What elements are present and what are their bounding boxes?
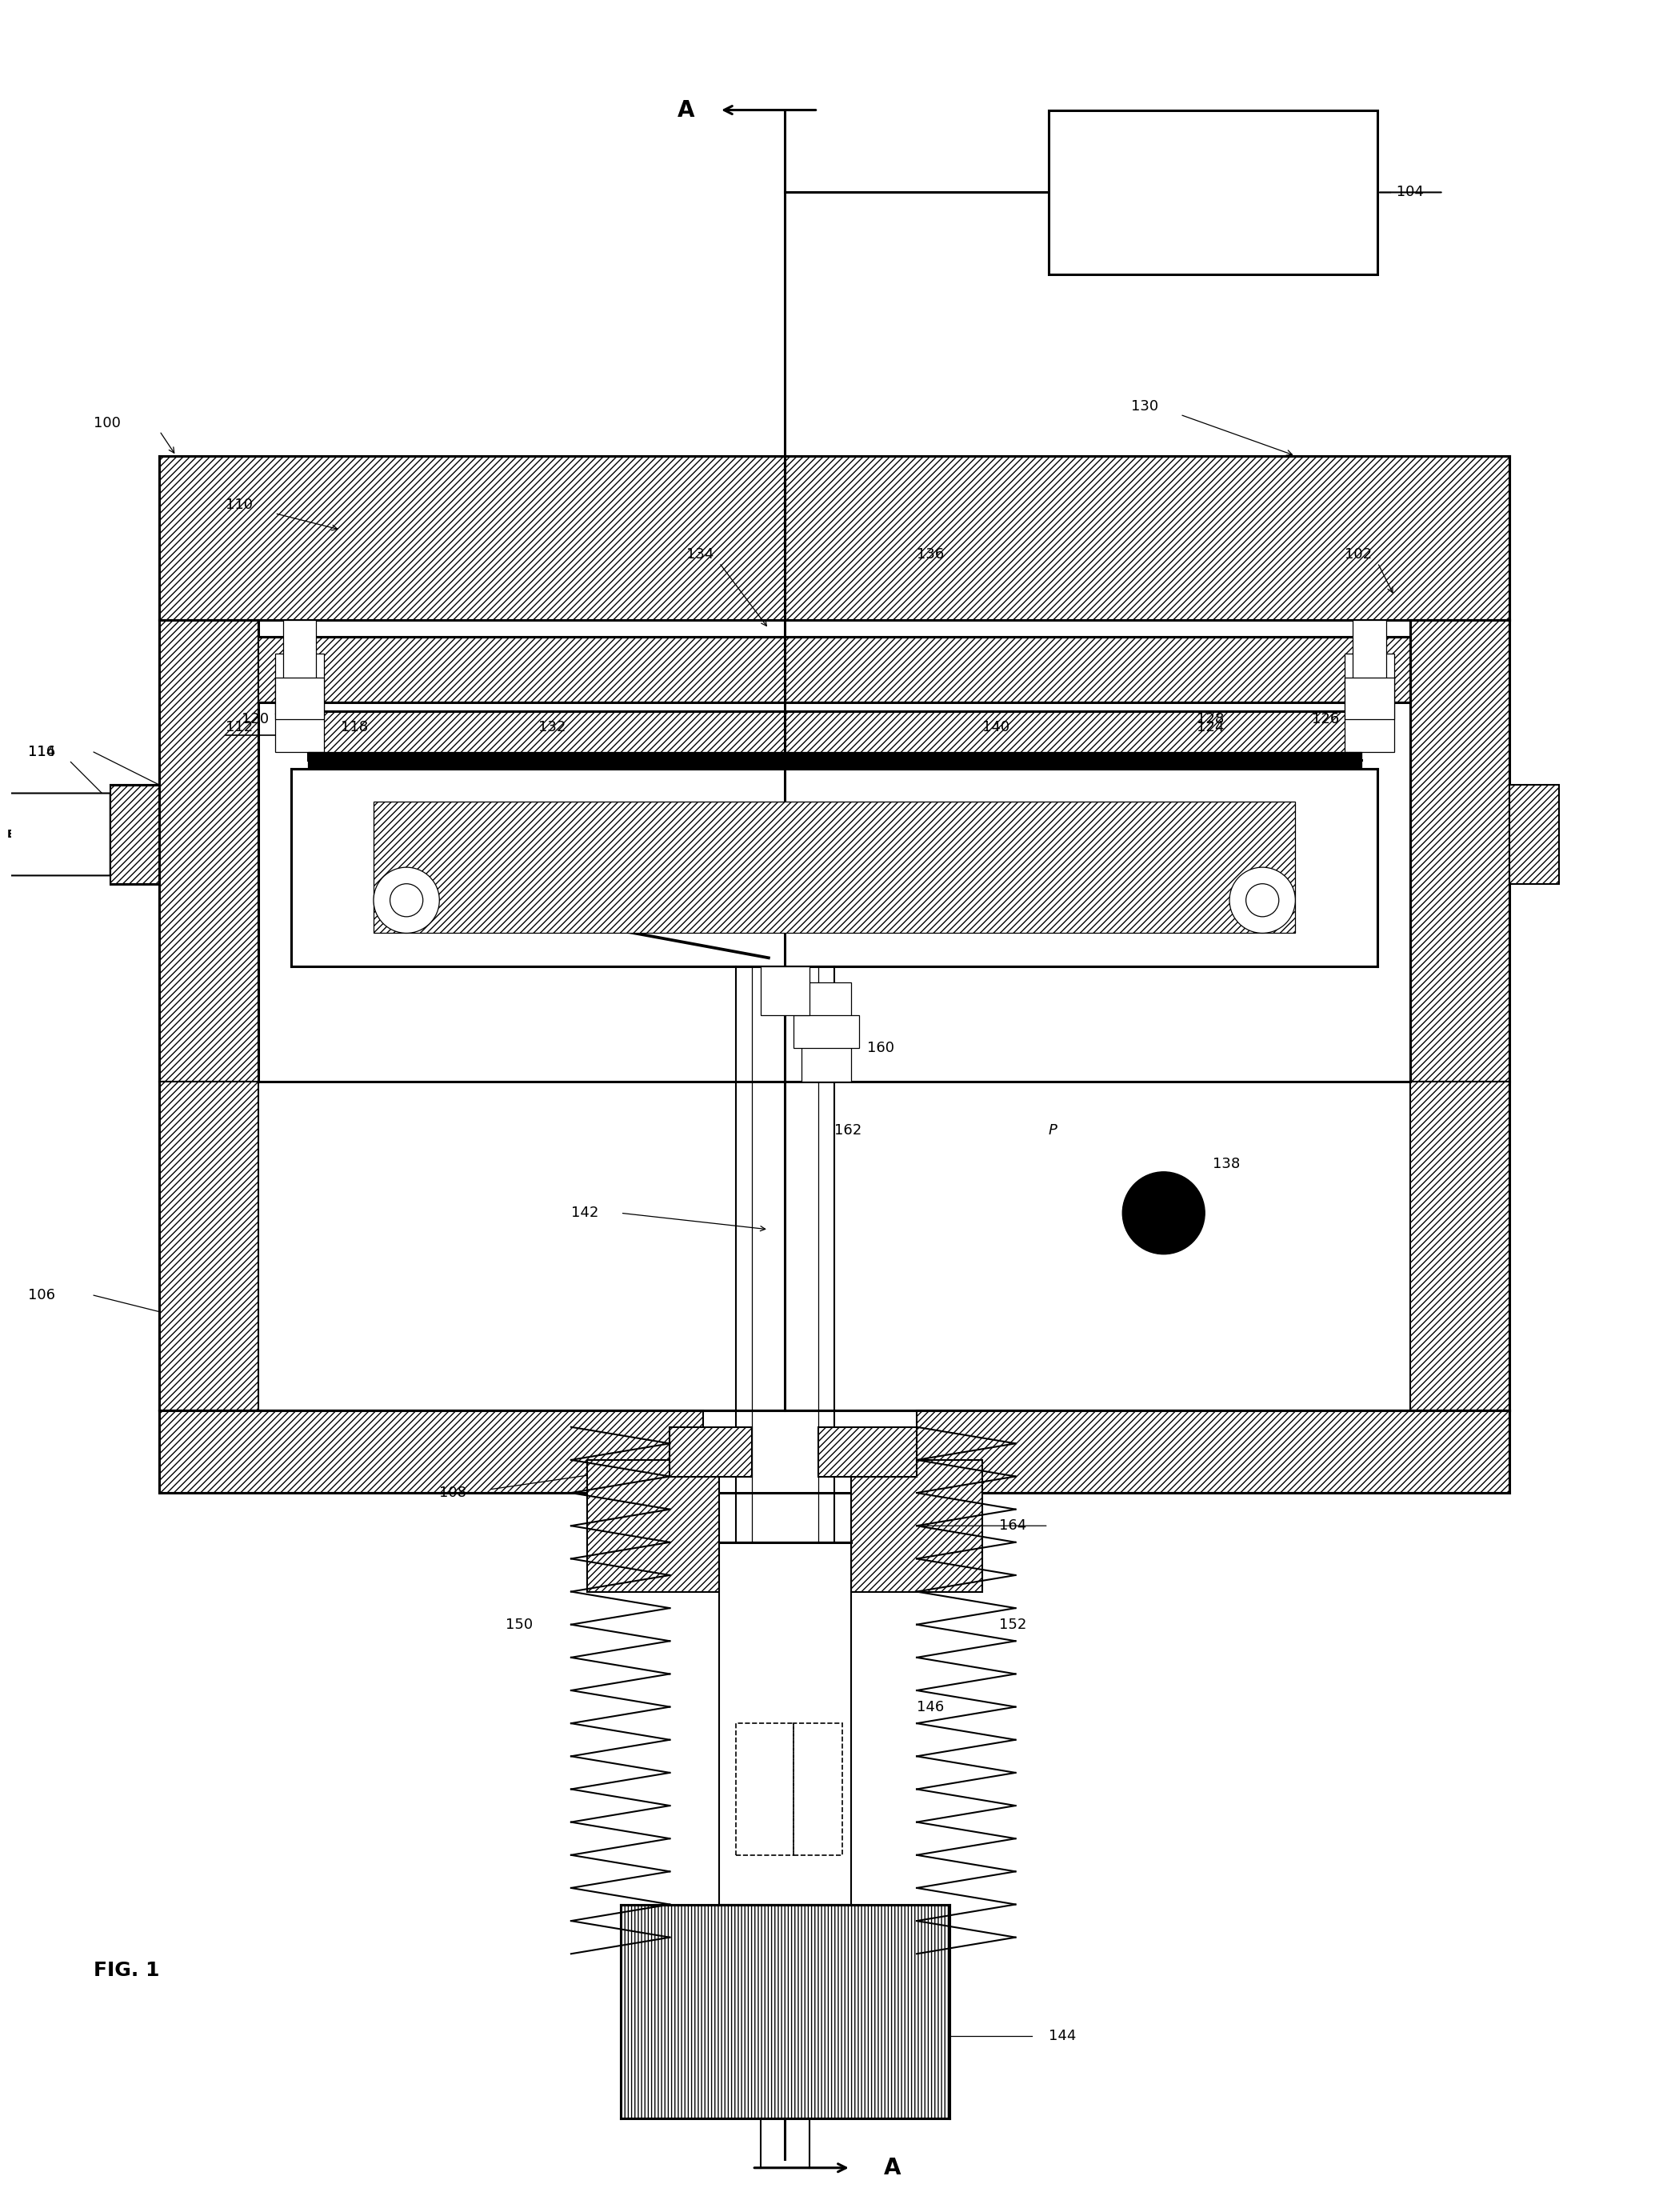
Text: 112: 112: [226, 721, 253, 734]
Bar: [160, 1411, 703, 1493]
Text: 118: 118: [341, 721, 368, 734]
Text: EXHAUST: EXHAUST: [7, 830, 65, 841]
Bar: [760, 967, 810, 1015]
Bar: [160, 456, 1510, 619]
FancyArrow shape: [0, 794, 110, 876]
Circle shape: [1246, 885, 1279, 916]
Circle shape: [391, 885, 422, 916]
Bar: [620, 1905, 950, 2119]
Bar: [1048, 111, 1377, 274]
Bar: [160, 619, 258, 1082]
Bar: [1345, 679, 1394, 719]
Text: 102: 102: [1345, 546, 1372, 562]
Bar: [308, 752, 1360, 768]
Text: 160: 160: [868, 1042, 895, 1055]
Bar: [670, 1427, 752, 1475]
Text: A: A: [679, 100, 695, 122]
Text: 150: 150: [506, 1617, 532, 1632]
Text: 132: 132: [539, 721, 565, 734]
Bar: [258, 637, 1410, 703]
Text: 140: 140: [983, 721, 1009, 734]
Bar: [916, 1411, 1510, 1493]
Bar: [110, 785, 160, 885]
Text: 164: 164: [999, 1520, 1026, 1533]
Circle shape: [1229, 867, 1295, 933]
Bar: [851, 1460, 983, 1593]
Bar: [374, 801, 1295, 933]
Text: 126: 126: [1312, 712, 1339, 726]
Bar: [1354, 619, 1385, 686]
Bar: [718, 1542, 851, 1905]
Text: 100: 100: [93, 416, 121, 429]
Text: 138: 138: [1212, 1157, 1241, 1170]
Bar: [274, 653, 324, 752]
Bar: [793, 1723, 843, 1856]
Bar: [818, 1427, 916, 1475]
Text: 134: 134: [687, 546, 713, 562]
Text: 124: 124: [1197, 721, 1224, 734]
Text: — 104: — 104: [1377, 186, 1424, 199]
Bar: [735, 1723, 793, 1856]
Text: GAS: GAS: [1196, 159, 1231, 175]
Text: 116: 116: [28, 745, 55, 759]
Text: 152: 152: [999, 1617, 1026, 1632]
Bar: [308, 710, 1360, 761]
Bar: [160, 1082, 258, 1411]
Text: 136: 136: [916, 546, 945, 562]
Text: FIG. 1: FIG. 1: [93, 1960, 160, 1980]
Text: 162: 162: [835, 1124, 861, 1137]
Text: 114: 114: [28, 745, 55, 759]
Text: 146: 146: [916, 1699, 945, 1714]
Text: 110: 110: [226, 498, 253, 513]
Bar: [291, 768, 1377, 967]
Text: 130: 130: [1131, 398, 1157, 414]
Bar: [802, 982, 851, 1082]
Text: 128: 128: [1197, 712, 1224, 726]
Text: 106: 106: [28, 1287, 55, 1303]
Text: 144: 144: [1048, 2028, 1076, 2044]
Bar: [1410, 1082, 1510, 1411]
Text: SOURCE: SOURCE: [1177, 217, 1249, 232]
Bar: [793, 1015, 860, 1048]
Bar: [283, 619, 316, 686]
Bar: [1510, 785, 1558, 885]
Bar: [587, 1460, 718, 1593]
Text: 120 122: 120 122: [241, 712, 301, 726]
Text: P: P: [1048, 1124, 1058, 1137]
Text: 108: 108: [439, 1486, 467, 1500]
Text: A: A: [883, 2157, 901, 2179]
Bar: [1410, 619, 1510, 1082]
Circle shape: [374, 867, 439, 933]
Bar: [1345, 653, 1394, 752]
Circle shape: [1123, 1172, 1204, 1254]
Text: 142: 142: [570, 1206, 599, 1221]
Bar: [274, 679, 324, 719]
